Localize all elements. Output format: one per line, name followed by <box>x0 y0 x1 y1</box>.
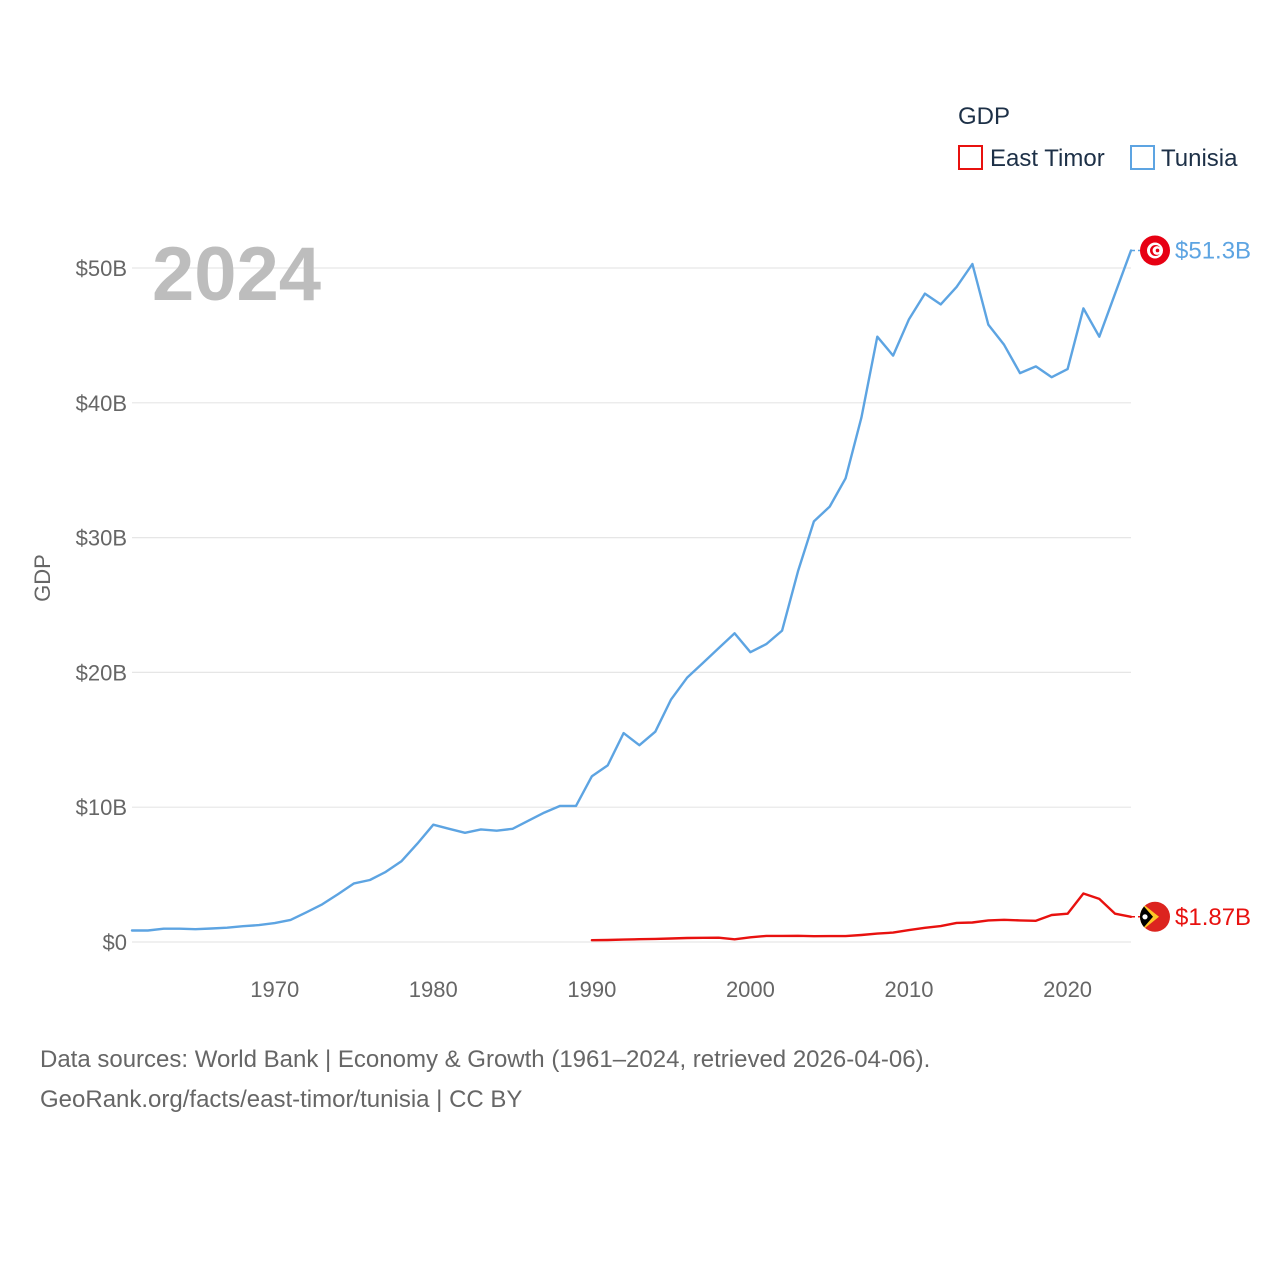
legend-item-tunisia[interactable]: Tunisia <box>1130 145 1238 172</box>
grid-lines <box>132 267 1131 943</box>
series-line-east-timor <box>590 892 1133 942</box>
legend-swatch-east-timor <box>958 145 983 170</box>
east-timor-flag-icon <box>1140 901 1170 932</box>
end-label-east-timor: $1.87B <box>1175 904 1251 931</box>
footer: Data sources: World Bank | Economy & Gro… <box>40 1040 1240 1120</box>
legend-item-east-timor[interactable]: East Timor <box>958 145 1105 172</box>
y-tick-label: $0 <box>103 930 127 955</box>
legend-swatch-tunisia <box>1130 145 1155 170</box>
x-tick-label: 1970 <box>250 977 299 1002</box>
tunisia-flag-icon <box>1140 235 1170 266</box>
x-tick-label: 2000 <box>726 977 775 1002</box>
series-lines <box>130 249 1133 942</box>
legend-label-tunisia: Tunisia <box>1161 145 1238 172</box>
end-label-tunisia: $51.3B <box>1175 237 1251 264</box>
series-line-tunisia <box>130 249 1133 932</box>
y-tick-label: $40B <box>76 391 127 416</box>
legend-label-east-timor: East Timor <box>990 145 1105 172</box>
year-label: 2024 <box>152 232 321 317</box>
x-tick-label: 1980 <box>409 977 458 1002</box>
legend-title: GDP <box>958 103 1010 130</box>
x-tick-label: 1990 <box>567 977 616 1002</box>
gdp-line-chart: $0 $10B $20B $30B $40B $50B 1970 1980 1990 2000 2… <box>30 103 1251 1002</box>
end-labels: $1.87B $51.3B <box>1131 235 1251 932</box>
footer-sources: Data sources: World Bank | Economy & Gro… <box>40 1046 931 1073</box>
y-axis-ticks: $0 $10B $20B $30B $40B $50B <box>76 256 127 955</box>
y-tick-label: $30B <box>76 526 127 551</box>
footer-attribution: GeoRank.org/facts/east-timor/tunisia | C… <box>40 1086 523 1113</box>
x-axis-ticks: 1970 1980 1990 2000 2010 2020 <box>250 977 1092 1002</box>
y-axis-title: GDP <box>30 554 55 602</box>
x-tick-label: 2010 <box>885 977 934 1002</box>
y-tick-label: $10B <box>76 795 127 820</box>
x-tick-label: 2020 <box>1043 977 1092 1002</box>
legend: GDP East Timor Tunisia <box>958 103 1238 172</box>
y-tick-label: $50B <box>76 256 127 281</box>
y-tick-label: $20B <box>76 660 127 685</box>
